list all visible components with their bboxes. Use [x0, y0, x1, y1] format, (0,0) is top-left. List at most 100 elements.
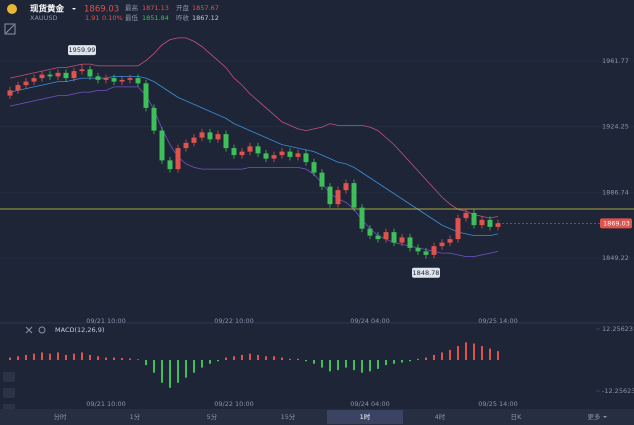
- timeframe-button[interactable]: 1分: [130, 412, 141, 421]
- timeframe-button[interactable]: 4时: [435, 412, 446, 421]
- candle-body: [399, 237, 405, 243]
- stat-label: 最高: [125, 3, 139, 12]
- candle-body: [319, 172, 325, 187]
- candle-body: [15, 85, 21, 91]
- macd-bar: [113, 357, 115, 360]
- macd-bar: [345, 360, 347, 368]
- macd-bar: [273, 356, 275, 360]
- candle-body: [279, 151, 285, 156]
- timeframe-button[interactable]: 日K: [511, 413, 523, 421]
- candle-body: [231, 148, 237, 156]
- change-pct: 0.10%: [102, 14, 123, 22]
- macd-bar: [217, 360, 219, 362]
- dropdown-icon[interactable]: [603, 416, 607, 418]
- candle-body: [79, 69, 85, 72]
- candle-body: [471, 212, 477, 226]
- symbol-code: XAUUSD: [30, 14, 58, 22]
- y-tick-label: 12.25623: [602, 325, 633, 333]
- macd-bar: [305, 360, 307, 362]
- macd-bar: [201, 360, 203, 368]
- candle-body: [183, 142, 189, 149]
- macd-bar: [481, 346, 483, 360]
- macd-bar: [193, 360, 195, 373]
- macd-bar: [289, 358, 291, 360]
- macd-bar: [425, 357, 427, 360]
- stat-value: 1867.12: [192, 14, 219, 22]
- candle-body: [247, 146, 253, 152]
- y-tick-label: 1886.74: [602, 188, 629, 196]
- candle-body: [359, 207, 365, 229]
- timeframe-button[interactable]: 分时: [54, 412, 68, 421]
- macd-bar: [169, 360, 171, 388]
- stat-label: 开盘: [176, 3, 190, 12]
- timeframe-button[interactable]: 5分: [207, 412, 218, 421]
- timeframe-button[interactable]: 更多: [588, 412, 602, 421]
- macd-bar: [153, 360, 155, 373]
- extreme-label-box: [412, 267, 440, 278]
- candle-body: [455, 218, 461, 240]
- dropdown-icon[interactable]: [72, 8, 76, 10]
- candle-body: [271, 155, 277, 159]
- x-tick-label: 09/22 10:00: [214, 400, 254, 408]
- candle-body: [135, 78, 141, 84]
- symbol-icon: [7, 4, 17, 14]
- stat-value: 1857.67: [192, 4, 219, 12]
- macd-bar: [409, 360, 411, 362]
- candle-body: [303, 153, 309, 163]
- candle-body: [287, 151, 293, 157]
- macd-bar: [209, 360, 211, 364]
- macd-bar: [329, 360, 331, 372]
- macd-bar: [41, 352, 43, 360]
- candle-body: [343, 183, 349, 191]
- candle-body: [175, 148, 181, 170]
- candle-body: [367, 228, 373, 236]
- macd-bar: [497, 351, 499, 360]
- y-tick-label: -12.25623: [602, 387, 634, 395]
- tool-icon[interactable]: [3, 372, 15, 382]
- macd-bar: [369, 360, 371, 372]
- macd-bar: [225, 357, 227, 360]
- candle-body: [215, 134, 221, 140]
- macd-bar: [353, 360, 355, 371]
- macd-bar: [241, 354, 243, 360]
- candle-body: [95, 76, 101, 80]
- macd-bar: [385, 360, 387, 366]
- band-line: [9, 86, 499, 258]
- macd-bar: [249, 353, 251, 360]
- macd-bar: [129, 358, 131, 360]
- candle-body: [111, 78, 117, 82]
- candle-body: [207, 132, 213, 140]
- macd-bar: [337, 360, 339, 371]
- macd-bar: [473, 343, 475, 360]
- macd-bar: [137, 359, 139, 360]
- stat-value: 1871.13: [142, 4, 169, 12]
- macd-bar: [57, 352, 59, 360]
- change: 1.91: [85, 14, 99, 22]
- macd-bar: [449, 349, 451, 360]
- band-line: [9, 37, 499, 219]
- symbol-title[interactable]: 现货黄金: [30, 4, 65, 15]
- tool-icon[interactable]: [5, 24, 15, 34]
- macd-bar: [393, 360, 395, 364]
- macd-bar: [433, 354, 435, 360]
- candle-body: [47, 74, 53, 77]
- timeframe-button[interactable]: 15分: [281, 412, 296, 421]
- macd-bar: [401, 360, 403, 363]
- candle-body: [159, 130, 165, 161]
- timeframe-button[interactable]: 1时: [360, 412, 371, 421]
- candle-body: [55, 72, 61, 77]
- candle-body: [447, 239, 453, 243]
- tool-icon[interactable]: [3, 388, 15, 398]
- indicator-title: MACD(12,26,9): [55, 326, 104, 334]
- timeframe-selected: [327, 410, 403, 424]
- candle-body: [199, 132, 205, 138]
- macd-controls: [25, 326, 46, 334]
- last-price-box: [600, 218, 632, 229]
- settings-icon[interactable]: [38, 326, 46, 334]
- tool-icon[interactable]: [4, 23, 16, 35]
- macd-bar: [9, 357, 11, 360]
- close-icon[interactable]: [25, 326, 33, 334]
- x-tick-label: 09/24 04:00: [350, 317, 390, 325]
